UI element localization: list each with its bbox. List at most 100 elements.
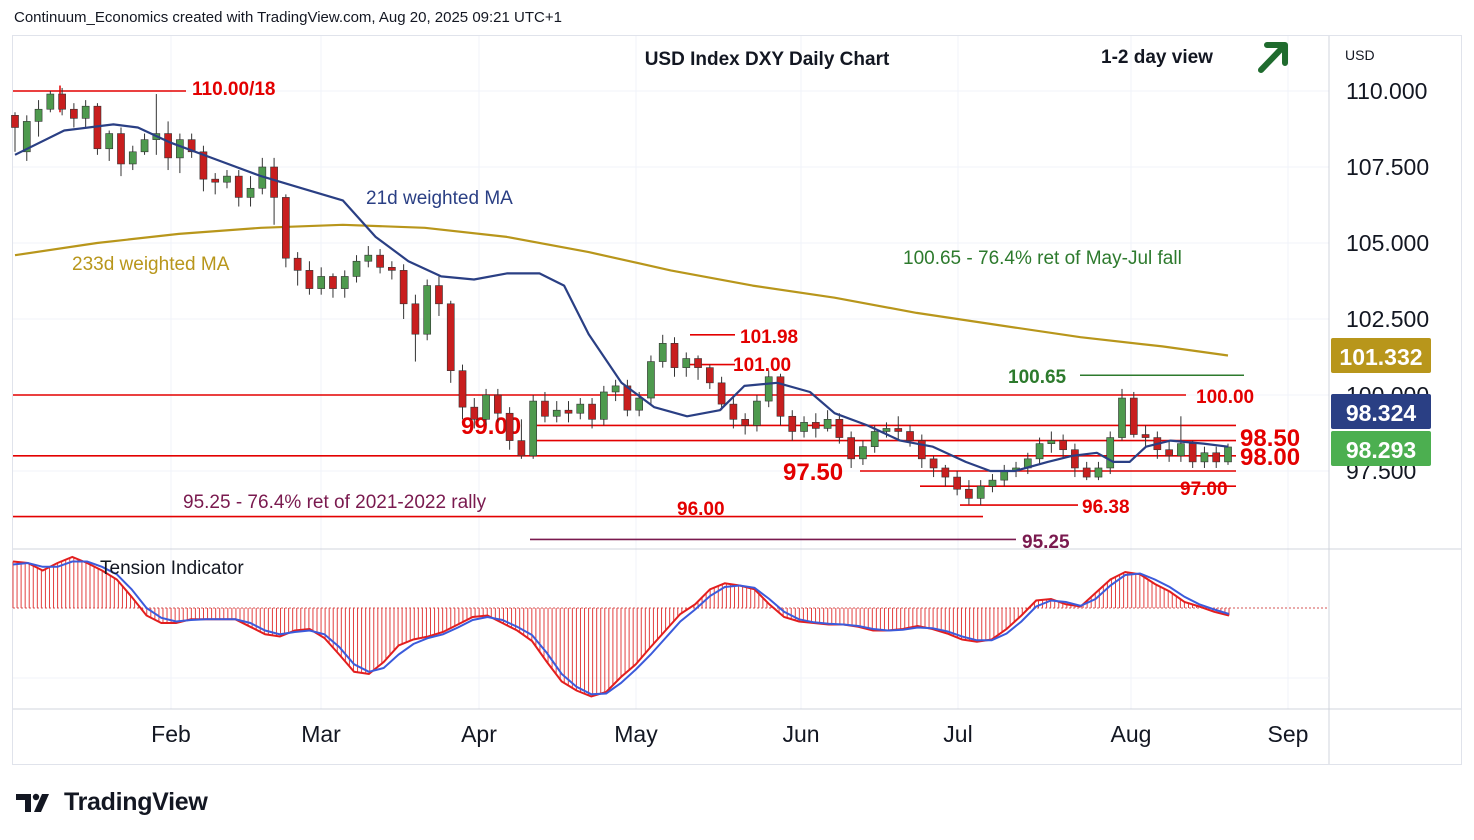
candle-body [717,382,726,405]
candle-body [906,431,914,441]
candle-body [423,285,432,335]
price-badge-1 [1331,394,1431,429]
candle-body [446,303,455,371]
level-label-9850: 98.50 [1240,425,1300,452]
candle-body [859,446,867,460]
candle-body [164,133,172,159]
x-tick-label: Mar [301,721,341,747]
tradingview-logo-text: TradingView [64,788,208,816]
candle-body [411,303,420,335]
candlestick-series [11,87,1232,506]
candle-body [517,440,526,457]
candle-body [329,276,337,289]
candle-body [246,187,255,198]
level-label-9800: 98.00 [1240,444,1300,471]
candle-body [576,403,585,414]
candle-body [1224,446,1232,463]
candle-body [823,419,832,429]
candle-body [22,121,31,153]
candle-body [647,361,655,399]
candle-body [882,428,891,432]
candle-body [1165,449,1173,457]
x-tick-label: Sep [1268,721,1309,747]
candle-body [1212,452,1221,463]
price-badge-label: 101.332 [1339,344,1422,370]
candle-body [34,108,43,122]
candle-body [753,400,761,426]
candle-body [1071,449,1079,469]
candle-body [223,175,231,183]
candle-body [1082,467,1091,478]
level-label-1100018: 110.00/18 [192,79,275,100]
candle-body [140,139,149,153]
view-label: 1-2 day view [1101,47,1213,68]
candle-body [529,400,538,457]
tradingview-logo[interactable]: TradingView [16,788,208,817]
candle-body [1141,434,1150,438]
x-tick-label: May [614,721,658,747]
candle-body [470,406,479,420]
retracement-100-65-annotation: 100.65 - 76.4% ret of May-Jul fall [903,248,1182,269]
candle-body [917,440,926,460]
y-tick-label: 105.000 [1346,230,1429,256]
arrow-up-right-icon [1258,42,1288,73]
candle-body [929,458,938,469]
level-label-10198: 101.98 [740,327,798,348]
candle-body [764,376,773,402]
candle-body [788,415,797,432]
candle-body [800,422,808,432]
candle-body [1188,443,1197,463]
candle-body [564,409,573,414]
candle-body [976,485,985,499]
candle-body [705,367,714,384]
tension-indicator-title: Tension Indicator [100,558,244,579]
candle-body [965,488,973,499]
currency-label: USD [1345,47,1375,63]
candle-body [482,394,490,420]
x-tick-label: Apr [461,721,497,747]
ma-21-polyline [14,123,1229,473]
candle-body [835,419,844,438]
candle-body [105,133,114,150]
candle-body [1035,443,1044,460]
tension-signal-line [12,560,1230,696]
ma-21-line [14,123,1229,473]
ma21-annotation: 21d weighted MA [366,188,513,209]
candle-body [458,370,467,408]
candle-body [953,476,961,490]
level-label-10065: 100.65 [1008,367,1067,388]
candle-body [352,260,361,277]
candle-body [741,419,749,426]
candle-body [282,197,290,259]
candle-body [128,151,137,165]
candle-body [682,358,691,368]
tension-indicator-pane [12,555,1329,698]
ma-233-polyline [14,223,1229,357]
candle-body [58,93,66,110]
candle-body [776,376,785,417]
candle-body [658,343,667,362]
candle-body [211,178,220,183]
x-tick-label: Jul [943,721,972,747]
candle-body [317,276,326,289]
y-tick-label: 102.500 [1346,306,1429,332]
y-tick-label: 110.000 [1346,78,1427,104]
candle-body [635,397,643,411]
price-badge-2 [1331,431,1431,466]
chart-credit: Continuum_Economics created with Trading… [14,9,562,26]
level-label-9638: 96.38 [1082,497,1130,518]
candle-body [494,394,502,414]
y-tick-label: 107.500 [1346,154,1429,180]
ma-233-line [14,223,1229,357]
candle-body [552,409,561,417]
candle-body [70,108,78,119]
price-badge-label: 98.293 [1346,437,1416,463]
candle-body [176,139,184,159]
candle-body [541,400,549,417]
candle-body [870,431,879,447]
level-label-9600: 96.00 [677,499,725,520]
level-label-9700: 97.00 [1180,479,1228,500]
candle-body [847,437,855,460]
